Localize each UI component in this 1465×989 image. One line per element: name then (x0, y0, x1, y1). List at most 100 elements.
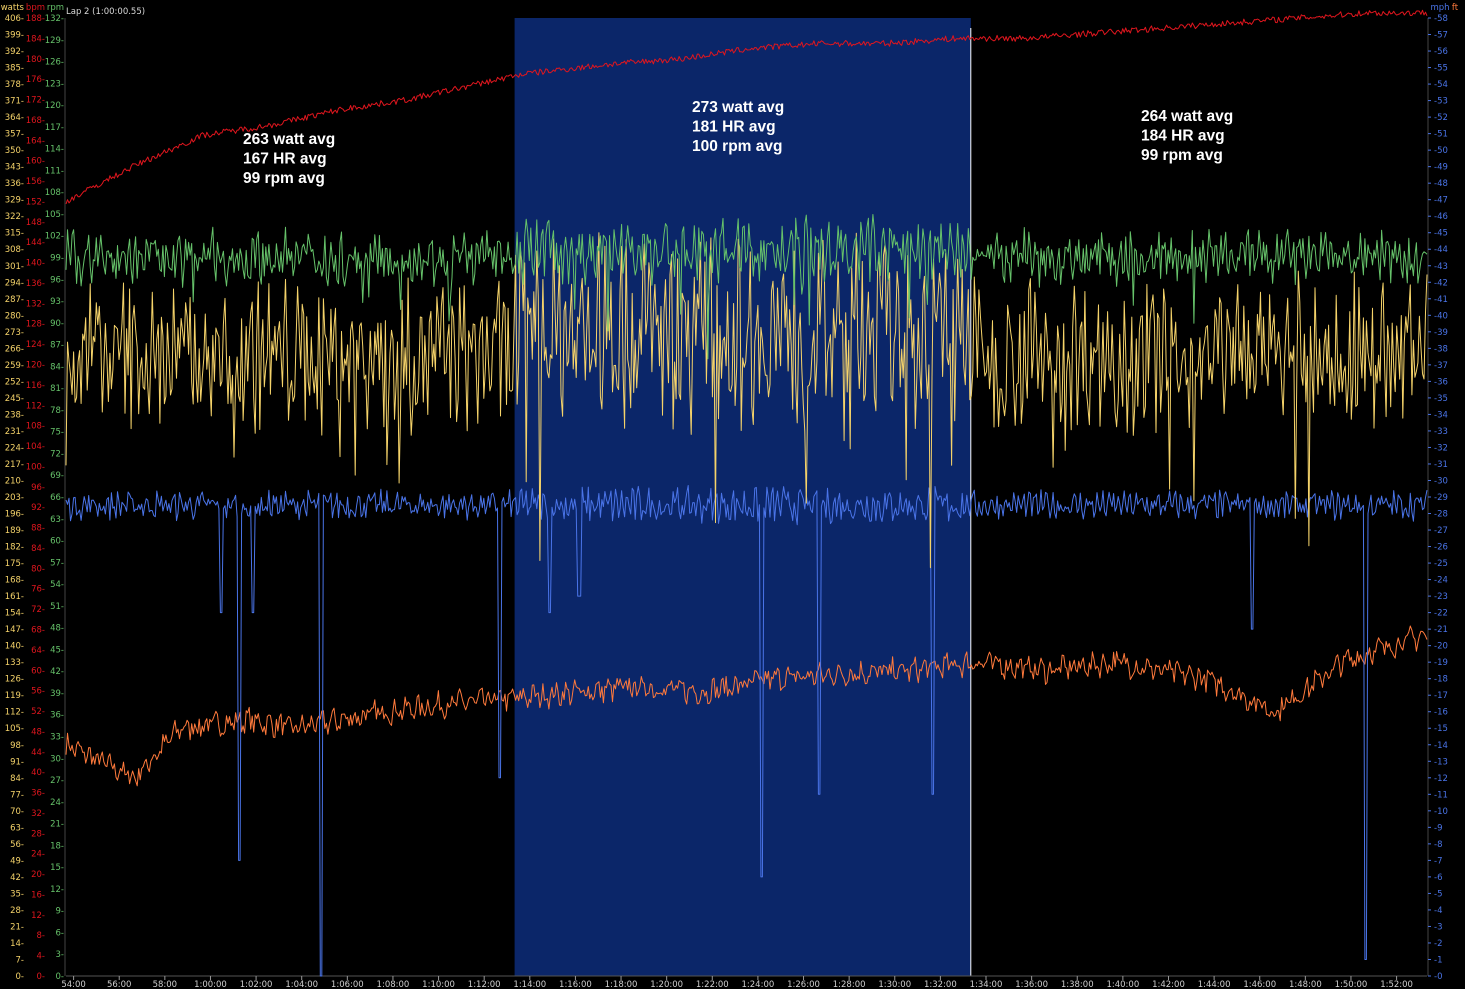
tick-label-watts: 224- (5, 443, 24, 453)
tick-label-watts: 252- (5, 377, 24, 387)
time-tick-label: 1:06:00 (331, 980, 364, 989)
tick-label-mph: -39 (1434, 328, 1448, 338)
tick-label-rpm: 0- (56, 972, 64, 982)
tick-label-mph: -25 (1434, 559, 1448, 569)
tick-label-bpm: 108- (26, 422, 45, 432)
tick-label-bpm: 40- (31, 768, 45, 778)
tick-label-bpm: 36- (31, 789, 45, 799)
tick-label-mph: -29 (1434, 493, 1448, 503)
tick-label-watts: 238- (5, 410, 24, 420)
tick-label-bpm: 88- (31, 524, 45, 534)
tick-label-bpm: 4- (37, 952, 45, 962)
tick-label-rpm: 15- (50, 863, 64, 873)
tick-label-mph: -2 (1434, 939, 1442, 949)
tick-label-rpm: 63- (50, 515, 64, 525)
tick-label-bpm: 76- (31, 585, 45, 595)
series-line-bpm (65, 9, 1428, 205)
tick-label-mph: -22 (1434, 609, 1448, 619)
right-axes: -58 -57 -56 -55 -54 -53 -52 -51 -50 -49 -48 -47 -46 -… (1427, 3, 1459, 982)
series-line-rpm (65, 214, 1428, 360)
time-tick-label: 1:26:00 (787, 980, 820, 989)
time-tick-label: 1:40:00 (1106, 980, 1139, 989)
tick-label-mph: -9 (1434, 823, 1442, 833)
time-tick-label: 1:04:00 (285, 980, 318, 989)
plot-area (65, 9, 1428, 977)
tick-label-bpm: 168- (26, 116, 45, 126)
tick-label-bpm: 52- (31, 707, 45, 717)
tick-label-bpm: 188- (26, 14, 45, 24)
tick-label-rpm: 9- (56, 907, 64, 917)
tick-label-bpm: 144- (26, 238, 45, 248)
tick-label-rpm: 78- (50, 406, 64, 416)
tick-label-watts: 182- (5, 543, 24, 553)
tick-label-watts: 336- (5, 179, 24, 189)
tick-label-rpm: 69- (50, 471, 64, 481)
tick-label-bpm: 80- (31, 564, 45, 574)
tick-label-mph: -14 (1434, 741, 1448, 751)
tick-label-bpm: 116- (26, 381, 45, 391)
tick-label-watts: 161- (5, 592, 24, 602)
tick-label-rpm: 99- (50, 254, 64, 264)
time-tick-label: 1:38:00 (1061, 980, 1094, 989)
tick-label-rpm: 39- (50, 689, 64, 699)
tick-label-mph: -19 (1434, 658, 1448, 668)
tick-label-watts: 77- (10, 790, 24, 800)
tick-label-watts: 287- (5, 295, 24, 305)
tick-label-rpm: 48- (50, 624, 64, 634)
tick-label-rpm: 3- (56, 950, 64, 960)
series-line-ft (65, 625, 1428, 787)
tick-label-watts: 203- (5, 493, 24, 503)
time-tick-label: 1:12:00 (468, 980, 501, 989)
tick-label-mph: -8 (1434, 840, 1442, 850)
tick-label-mph: -38 (1434, 344, 1448, 354)
tick-label-rpm: 87- (50, 341, 64, 351)
tick-label-watts: 308- (5, 245, 24, 255)
time-tick-label: 1:02:00 (240, 980, 273, 989)
tick-label-bpm: 20- (31, 870, 45, 880)
time-tick-label: 1:10:00 (422, 980, 455, 989)
tick-label-watts: 42- (10, 873, 24, 883)
tick-label-mph: -49 (1434, 163, 1448, 173)
tick-label-bpm: 172- (26, 96, 45, 106)
tick-label-mph: -57 (1434, 31, 1448, 41)
tick-label-mph: -54 (1434, 80, 1448, 90)
annotation-line: 99 rpm avg (1141, 147, 1223, 164)
tick-label-rpm: 108- (45, 188, 64, 198)
tick-label-bpm: 64- (31, 646, 45, 656)
tick-label-bpm: 160- (26, 157, 45, 167)
time-axis: 54:00 56:00 58:00 1:00:00 1:02:00 1:04:00 1:06… (61, 975, 1427, 989)
tick-label-rpm: 12- (50, 885, 64, 895)
axis-label-ft: ft (1452, 3, 1459, 13)
tick-label-bpm: 28- (31, 829, 45, 839)
tick-label-mph: -3 (1434, 922, 1442, 932)
tick-label-rpm: 66- (50, 493, 64, 503)
tick-label-mph: -16 (1434, 708, 1448, 718)
tick-label-watts: 371- (5, 97, 24, 107)
tick-label-mph: -6 (1434, 873, 1442, 883)
tick-label-rpm: 132- (45, 14, 64, 24)
selected-range[interactable] (514, 18, 971, 976)
tick-label-mph: -44 (1434, 245, 1448, 255)
time-tick-label: 1:08:00 (377, 980, 410, 989)
tick-label-watts: 329- (5, 196, 24, 206)
tick-label-mph: -48 (1434, 179, 1448, 189)
tick-label-mph: -51 (1434, 130, 1448, 140)
tick-label-mph: -28 (1434, 510, 1448, 520)
tick-label-watts: 70- (10, 807, 24, 817)
tick-label-rpm: 84- (50, 362, 64, 372)
tick-label-watts: 0- (16, 972, 24, 982)
tick-label-watts: 35- (10, 889, 24, 899)
tick-label-watts: 315- (5, 229, 24, 239)
tick-label-mph: -5 (1434, 889, 1442, 899)
tick-label-rpm: 36- (50, 711, 64, 721)
tick-label-mph: -1 (1434, 955, 1442, 965)
tick-label-watts: 399- (5, 31, 24, 41)
tick-label-watts: 112- (5, 708, 24, 718)
tick-label-watts: 189- (5, 526, 24, 536)
tick-label-mph: -17 (1434, 691, 1448, 701)
tick-label-mph: -52 (1434, 113, 1448, 123)
tick-label-rpm: 24- (50, 798, 64, 808)
tick-label-mph: -26 (1434, 543, 1448, 553)
time-tick-label: 1:44:00 (1198, 980, 1231, 989)
